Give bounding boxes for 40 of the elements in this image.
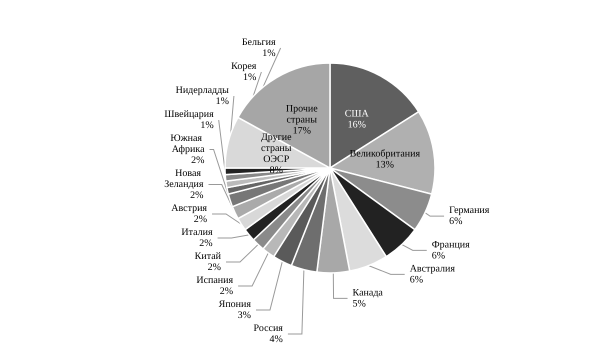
slice-label: Италия bbox=[181, 227, 213, 238]
slice-label: Новая Зеландия bbox=[164, 168, 204, 190]
slice-label: Другие страны ОЭСР bbox=[260, 132, 292, 166]
data-label: 16% bbox=[348, 119, 366, 130]
slice-label: Канада bbox=[352, 287, 384, 298]
data-label: 6% bbox=[432, 250, 446, 262]
slice-label: Испания bbox=[196, 275, 234, 286]
data-label: 2% bbox=[194, 214, 208, 225]
slice-label: Нидерладды bbox=[176, 85, 230, 96]
data-label: 5% bbox=[352, 298, 366, 310]
data-label: 3% bbox=[238, 310, 251, 321]
slice-label: Россия bbox=[254, 323, 284, 334]
slice-label: Германия bbox=[449, 205, 490, 216]
slice-label: Великобритания bbox=[350, 148, 420, 160]
data-label: 4% bbox=[270, 334, 283, 345]
slice-label: Корея bbox=[231, 61, 257, 72]
data-label: 1% bbox=[262, 48, 276, 59]
data-label: 13% bbox=[376, 159, 394, 170]
data-label: 8% bbox=[270, 165, 283, 176]
data-label: 6% bbox=[410, 274, 424, 286]
data-label: 17% bbox=[292, 126, 311, 137]
data-label: 2% bbox=[220, 286, 234, 297]
data-label: 2% bbox=[208, 262, 221, 273]
slice-label: Австралия bbox=[410, 263, 456, 274]
slice-label: Прочие страны bbox=[286, 104, 318, 126]
data-label: 2% bbox=[190, 190, 204, 201]
slice-label: Китай bbox=[194, 251, 222, 262]
data-label: 1% bbox=[200, 120, 214, 131]
slice-label: Южная Африка bbox=[170, 133, 206, 155]
slice-label: Швейцария bbox=[164, 109, 214, 120]
data-label: 2% bbox=[199, 238, 213, 249]
slice-label: Австрия bbox=[171, 203, 208, 214]
data-label: 1% bbox=[243, 72, 256, 83]
data-label: 6% bbox=[449, 216, 462, 228]
slice-label: Япония bbox=[218, 299, 252, 310]
slice-label: США bbox=[344, 108, 370, 120]
slice-label: Бельгия bbox=[242, 37, 276, 48]
data-label: 1% bbox=[216, 96, 229, 107]
data-label: 2% bbox=[191, 155, 205, 166]
slice-label: Франция bbox=[432, 239, 470, 250]
